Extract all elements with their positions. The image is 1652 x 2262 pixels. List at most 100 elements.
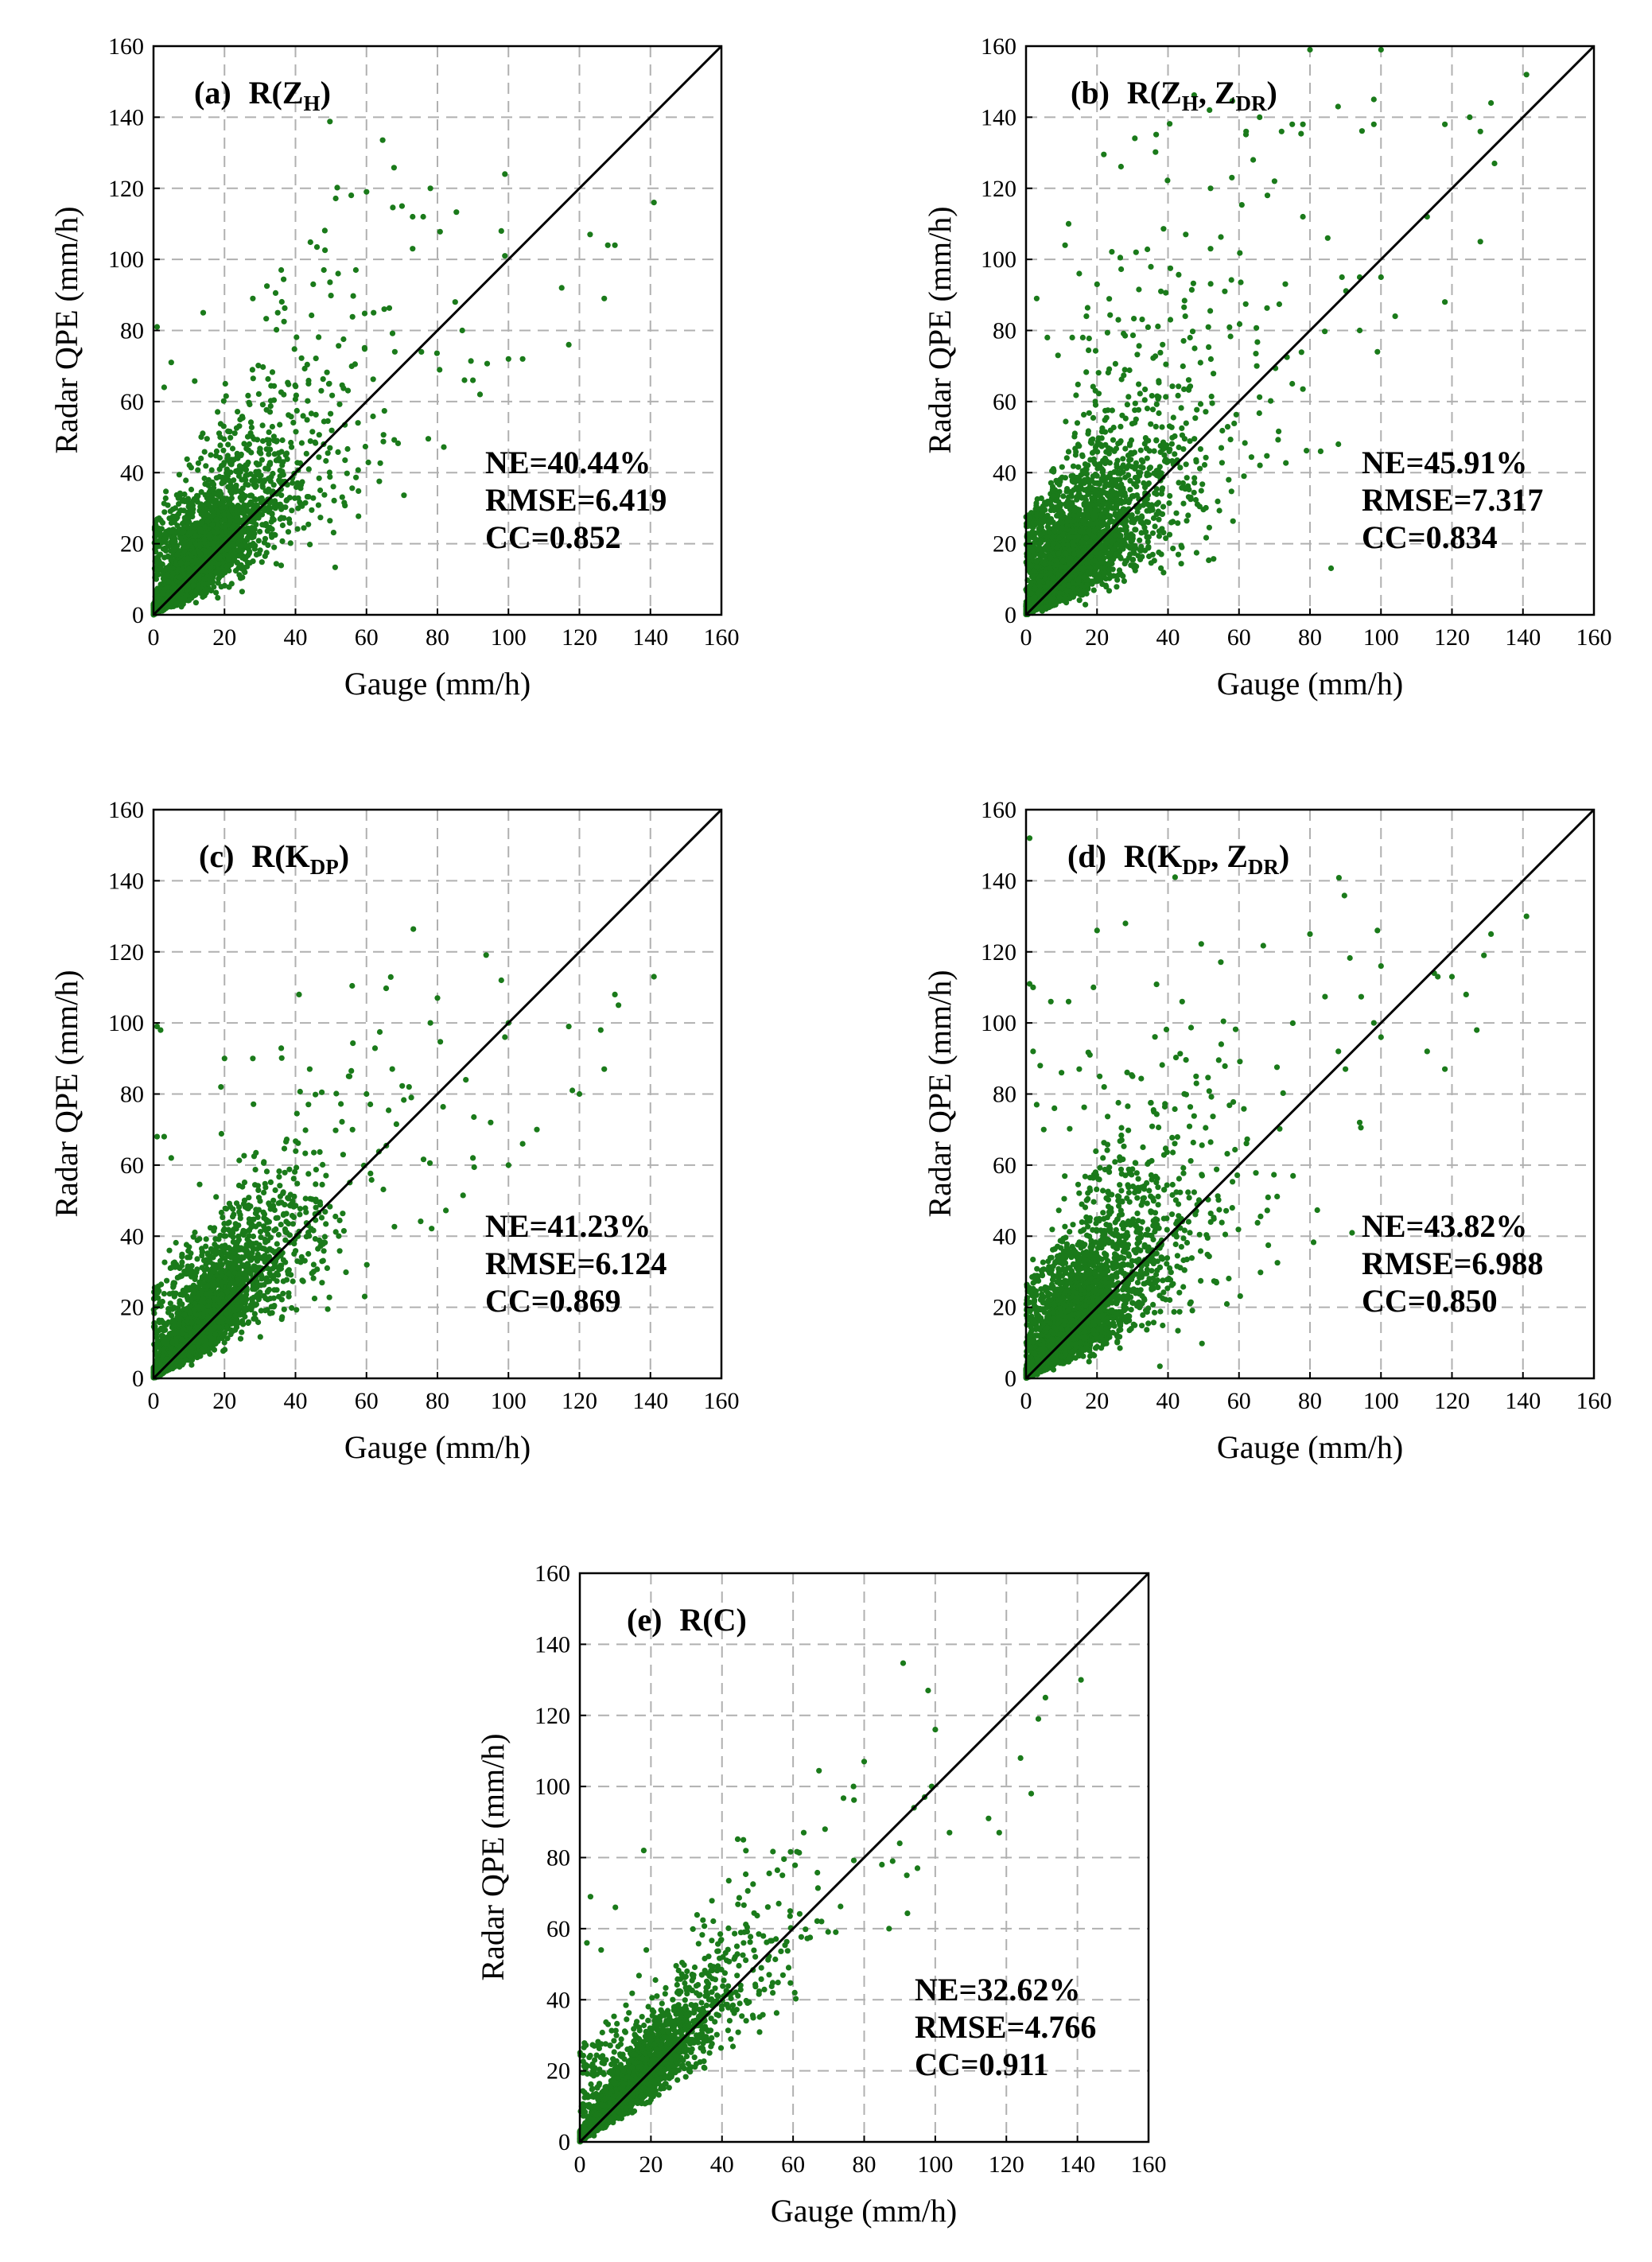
panel-a-point-4761	[209, 522, 216, 528]
panel-a-point-1193	[256, 461, 262, 468]
panel-a-point-347	[377, 460, 383, 466]
panel-a-point-4940	[315, 502, 321, 508]
panel-a-point-4834	[389, 330, 396, 336]
panel-a-point-2273	[259, 437, 266, 445]
panel-a-point-2474	[344, 470, 350, 476]
panel-a-point-3880	[202, 481, 208, 488]
panel-a-point-3060	[289, 507, 295, 514]
panel-a-point-115	[391, 437, 398, 443]
panel-a-point-3800	[267, 403, 274, 410]
panel-a-point-140	[425, 436, 432, 442]
panel-a-point-895	[328, 293, 334, 299]
panel-a-point-3698	[328, 427, 335, 433]
panel-a-point-4846	[181, 491, 188, 498]
panel-a-point-4806	[161, 500, 167, 507]
panel-a-point-3918	[265, 375, 271, 383]
panel-a-point-447	[329, 392, 336, 398]
panel-a-point-3489	[321, 227, 328, 234]
panel-a-point-432	[273, 561, 279, 567]
panel-a-point-4520	[216, 554, 223, 562]
panel-a-point-2722	[317, 515, 324, 521]
panel-a-point-4795	[307, 438, 313, 445]
panel-a-point-4963	[213, 516, 220, 523]
panel-a-point-4730	[322, 247, 328, 254]
panel-a-point-4851	[242, 513, 248, 520]
panel-a-point-3078	[248, 424, 255, 431]
panel-a-point-3719	[242, 569, 248, 576]
panel-a-point-3200	[262, 553, 268, 559]
panel-a-point-4891	[265, 504, 271, 511]
panel-a-point-4014	[361, 310, 368, 317]
panel-a-point-4595	[244, 537, 251, 543]
panel-a-point-1124	[300, 413, 306, 419]
panel-a-point-3697	[231, 430, 238, 437]
panel-a-point-4589	[278, 389, 285, 395]
panel-a-point-4944	[221, 516, 227, 523]
panel-a-point-1695	[332, 195, 339, 202]
panel-a-point-4601	[242, 493, 248, 499]
panel-a-point-4820	[216, 473, 223, 480]
panel-a-point-634	[336, 401, 343, 407]
panel-a-point-1961	[279, 538, 286, 545]
panel-a-point-1481	[285, 529, 292, 535]
panel-a-point-2376	[461, 377, 468, 383]
panel-a-point-4681	[309, 312, 315, 319]
panel-a-point-1132	[204, 436, 210, 442]
panel-a-point-3599	[266, 476, 272, 482]
panel-a-point-4706	[376, 478, 383, 484]
panel-a-point-1841	[325, 450, 331, 457]
panel-a-point-3597	[298, 440, 305, 446]
panel-a-point-1592	[279, 437, 286, 444]
panel-a-point-1293	[270, 397, 278, 403]
panel-a-point-442	[301, 525, 307, 531]
panel-a-point-1178	[328, 410, 334, 417]
panel-a-point-3473	[379, 137, 386, 143]
panel-a-point-4607	[200, 430, 206, 437]
panel-a-point-1446	[381, 408, 387, 414]
panel-a-point-3068	[301, 365, 308, 372]
panel-a-point-527	[418, 348, 425, 355]
panel-a-point-3138	[332, 564, 338, 570]
panel-a-point-4950	[225, 484, 231, 490]
panel-a-point-2933	[225, 428, 231, 434]
panel-a-point-2897	[215, 595, 221, 601]
panel-a-point-516	[340, 336, 347, 343]
panel-a-point-4356	[348, 192, 355, 199]
panel-a-point-4728	[210, 481, 217, 488]
panel-a-point-267	[330, 530, 336, 536]
panel-a-point-2302	[441, 444, 447, 450]
panel-a-point-630	[269, 369, 276, 375]
panel-a-point-2492	[220, 398, 227, 404]
panel-a-point-3951	[356, 488, 362, 495]
panel-a-point-4420	[171, 519, 177, 526]
panel-a-point-2227	[183, 477, 189, 484]
panel-a-point-1092	[249, 367, 255, 373]
panel-a-point-4892	[155, 558, 161, 564]
panel-a-point-2993	[266, 429, 272, 436]
panel-a-point-2681	[362, 443, 368, 450]
panel-a-point-3779	[290, 480, 296, 486]
panel-a-point-2316	[266, 451, 272, 457]
panel-a-point-1130	[355, 467, 361, 473]
panel-a-point-2654	[264, 283, 270, 290]
panel-a-point-3527	[249, 433, 255, 440]
panel-a-point-4787	[236, 423, 243, 429]
panel-a-point-3743	[334, 185, 340, 191]
panel-a-point-2809	[213, 448, 220, 455]
panel-a-point-1725	[391, 165, 397, 171]
panel-a-point-1061	[203, 463, 209, 469]
panel-a-point-4085	[237, 468, 243, 476]
panel-a-point-1589	[278, 298, 285, 305]
panel-a-point-2991	[223, 393, 229, 399]
panel-a-point-2502	[270, 482, 277, 488]
panel-a-point-4896	[232, 568, 239, 574]
panel-a-point-4259	[259, 484, 266, 490]
panel-a-point-4407	[212, 569, 219, 576]
panel-a-point-2480	[220, 447, 227, 453]
panel-a-point-1423	[271, 383, 278, 389]
panel-a-point-54	[192, 600, 199, 606]
panel-a-point-4124	[266, 462, 273, 468]
panel-a-point-2617	[218, 491, 224, 497]
panel-a-point-2803	[266, 409, 274, 415]
panel-a-point-4434	[217, 434, 224, 441]
